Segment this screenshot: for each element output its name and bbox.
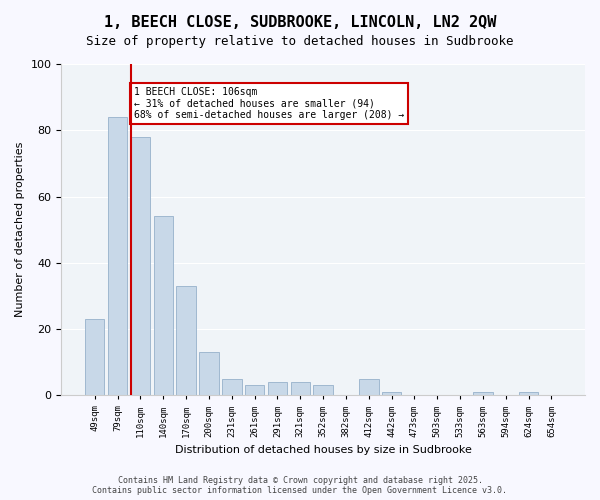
Bar [108,117,127,396]
Text: 1 BEECH CLOSE: 106sqm
← 31% of detached houses are smaller (94)
68% of semi-deta: 1 BEECH CLOSE: 106sqm ← 31% of detached … [134,87,404,120]
Bar [359,379,379,396]
X-axis label: Distribution of detached houses by size in Sudbrooke: Distribution of detached houses by size … [175,445,472,455]
Text: 1, BEECH CLOSE, SUDBROOKE, LINCOLN, LN2 2QW: 1, BEECH CLOSE, SUDBROOKE, LINCOLN, LN2 … [104,15,496,30]
Bar [199,352,218,396]
Bar [313,386,333,396]
Bar [131,137,150,396]
Bar [222,379,242,396]
Text: Size of property relative to detached houses in Sudbrooke: Size of property relative to detached ho… [86,35,514,48]
Bar [154,216,173,396]
Bar [268,382,287,396]
Bar [176,286,196,396]
Bar [85,319,104,396]
Bar [245,386,265,396]
Bar [519,392,538,396]
Text: Contains HM Land Registry data © Crown copyright and database right 2025.
Contai: Contains HM Land Registry data © Crown c… [92,476,508,495]
Bar [382,392,401,396]
Bar [473,392,493,396]
Y-axis label: Number of detached properties: Number of detached properties [15,142,25,318]
Bar [290,382,310,396]
